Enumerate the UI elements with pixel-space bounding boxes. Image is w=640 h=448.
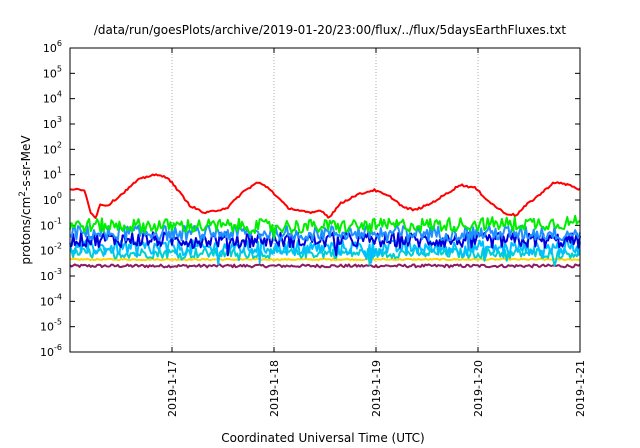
y-tick-label: 10-1 bbox=[40, 216, 62, 232]
y-tick-label: 10-4 bbox=[40, 292, 62, 308]
y-tick-label: 10-2 bbox=[40, 242, 62, 258]
series-line bbox=[69, 224, 581, 250]
y-tick-label: 10-3 bbox=[40, 267, 62, 283]
x-tick-label: 2019-1-21 bbox=[574, 360, 587, 417]
series-line bbox=[69, 173, 581, 219]
plot-border bbox=[69, 47, 581, 353]
series-line bbox=[69, 230, 581, 257]
y-tick-label: 104 bbox=[43, 90, 62, 106]
y-tick-label: 105 bbox=[43, 64, 62, 80]
chart-title: /data/run/goesPlots/archive/2019-01-20/2… bbox=[94, 23, 567, 37]
x-tick-label: 2019-1-19 bbox=[370, 360, 383, 417]
x-axis-title: Coordinated Universal Time (UTC) bbox=[221, 431, 424, 445]
x-tick-label: 2019-1-20 bbox=[472, 360, 485, 417]
y-tick-label: 103 bbox=[43, 115, 62, 131]
y-tick-label: 10-6 bbox=[40, 343, 62, 359]
series-line bbox=[69, 263, 581, 269]
series-line bbox=[69, 247, 581, 267]
plot-area: 106 105 104 103 102 101 100 10-1 10-2 10-3 10-4 10-… bbox=[40, 39, 587, 417]
y-tick-label: 101 bbox=[43, 166, 62, 182]
x-tick-label: 2019-1-18 bbox=[268, 360, 281, 417]
y-tick-label: 10-5 bbox=[40, 318, 62, 334]
series-line bbox=[69, 257, 581, 262]
y-axis-title: protons/cm2-s-sr-MeV bbox=[18, 135, 33, 265]
y-tick-label: 102 bbox=[43, 140, 62, 156]
y-tick-label: 100 bbox=[43, 191, 62, 207]
y-tick-label: 106 bbox=[43, 39, 62, 55]
series-line bbox=[69, 214, 581, 240]
x-tick-label: 2019-1-17 bbox=[166, 360, 179, 417]
